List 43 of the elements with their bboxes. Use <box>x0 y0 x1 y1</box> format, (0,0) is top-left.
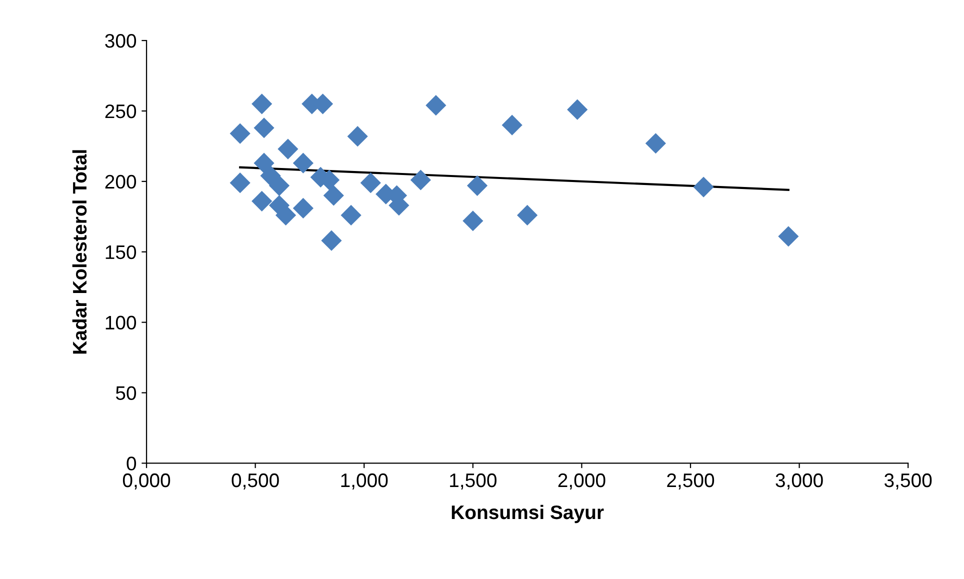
point <box>230 172 250 194</box>
point <box>347 126 368 147</box>
point <box>254 118 274 138</box>
point <box>567 99 588 120</box>
point <box>645 133 666 154</box>
point <box>517 204 538 226</box>
point <box>340 204 362 226</box>
x-tick-label: 2,000 <box>558 473 606 490</box>
point <box>410 170 431 190</box>
y-tick-label: 250 <box>105 104 136 118</box>
x-tick-label: 2,500 <box>667 473 714 490</box>
point <box>230 123 250 144</box>
y-tick-label: 0 <box>126 456 136 470</box>
x-tick-label: 3,000 <box>776 473 823 490</box>
x-tick-label: 1,500 <box>450 473 496 490</box>
y-tick-label: 100 <box>106 316 136 330</box>
point <box>466 175 488 196</box>
point <box>292 152 314 174</box>
point <box>502 114 522 136</box>
point <box>360 172 381 194</box>
point <box>292 198 314 218</box>
point <box>693 176 714 198</box>
y-tick-label: 200 <box>105 174 136 189</box>
point <box>268 175 290 196</box>
x-axis-title: Konsumsi Sayur <box>452 504 604 524</box>
x-tick-label: 0,000 <box>122 473 170 490</box>
point <box>254 152 274 174</box>
point <box>321 230 342 251</box>
y-axis-title: Kadar Kolesterol Total <box>72 150 87 354</box>
point <box>462 210 484 232</box>
point <box>252 94 272 114</box>
y-tick-label: 50 <box>116 386 136 400</box>
y-tick-label: 300 <box>105 34 136 48</box>
point <box>252 190 272 212</box>
point <box>778 226 799 247</box>
x-tick-label: 1,000 <box>341 473 388 490</box>
x-tick-label: 0,500 <box>232 473 279 490</box>
point <box>260 165 281 186</box>
point <box>278 138 298 160</box>
x-tick-label: 3,500 <box>884 473 932 490</box>
y-tick-label: 150 <box>106 245 136 260</box>
point <box>426 95 446 116</box>
point <box>323 185 344 206</box>
